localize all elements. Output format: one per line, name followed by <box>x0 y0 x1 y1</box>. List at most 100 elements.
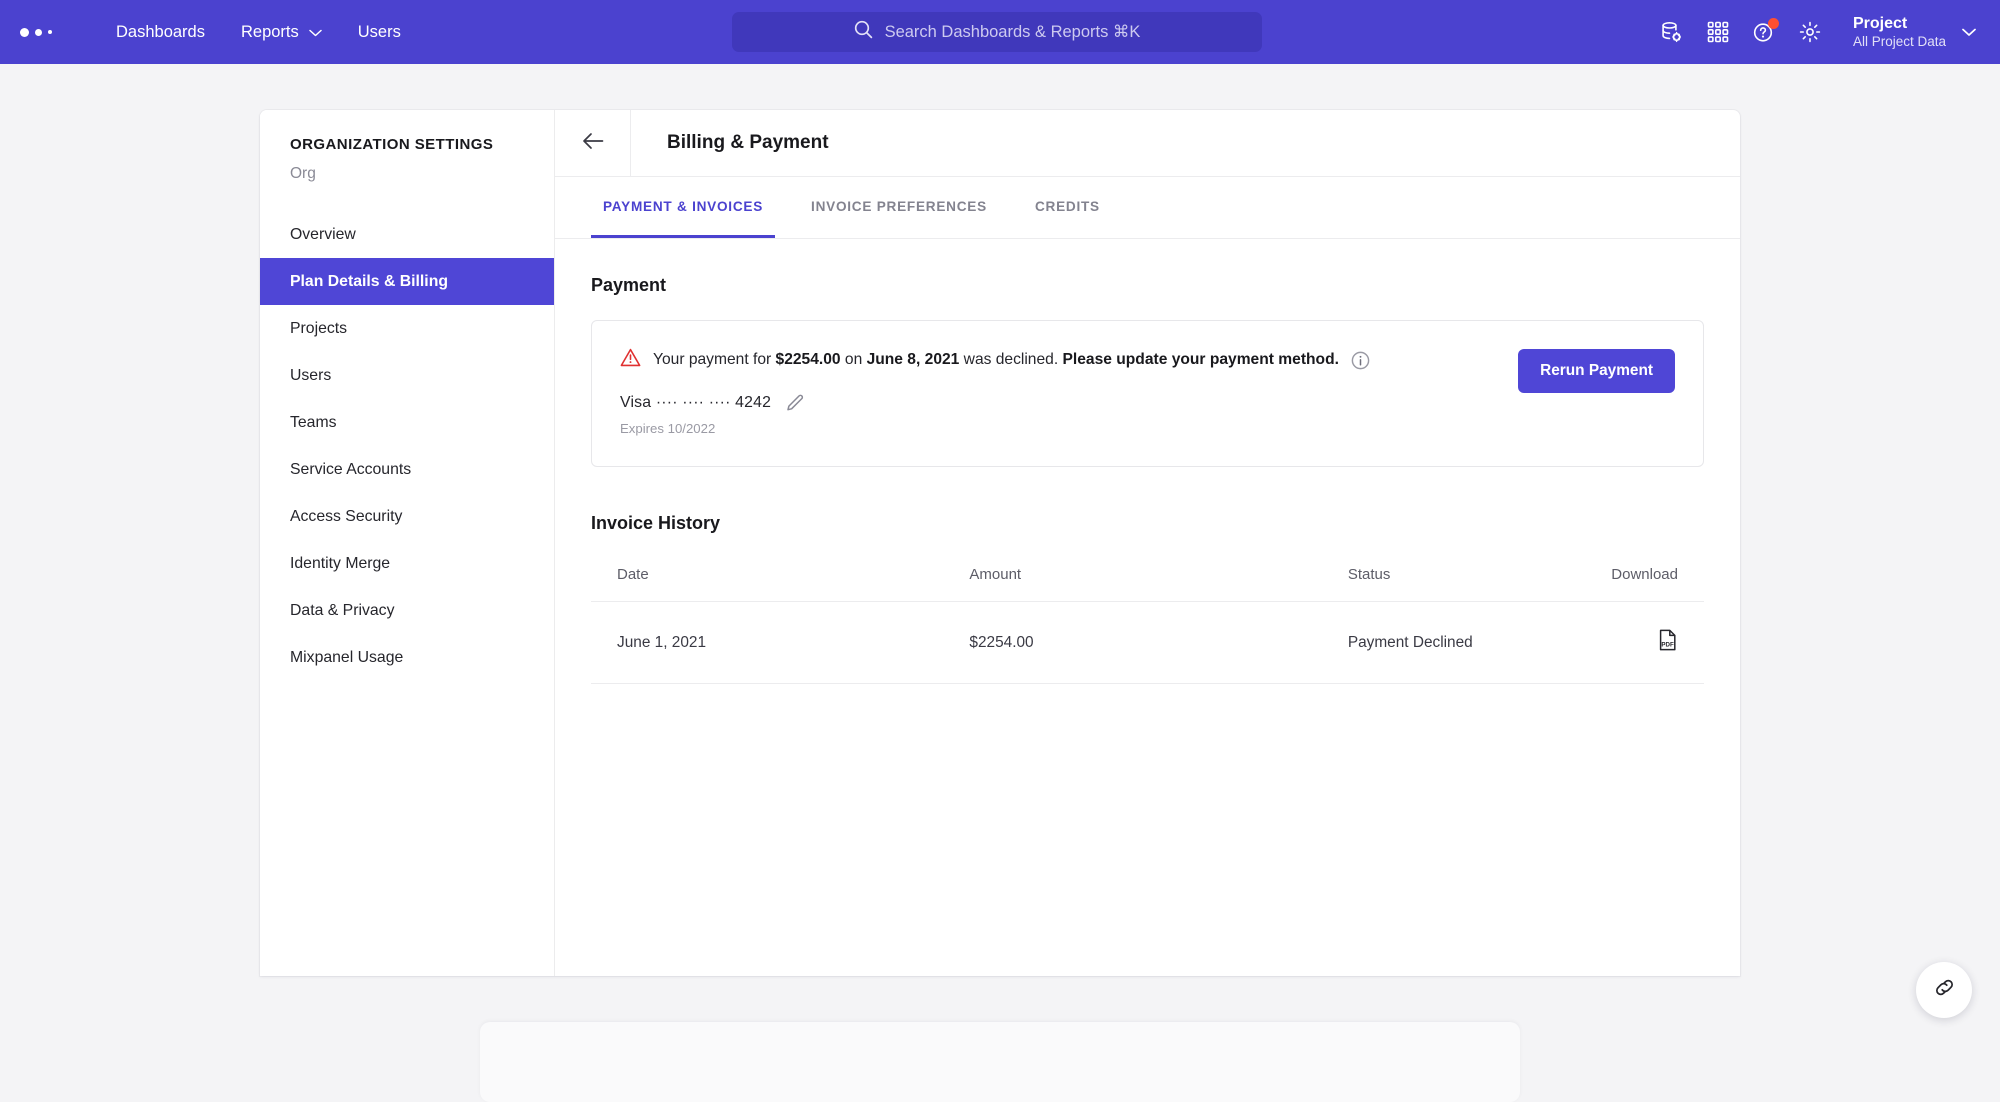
top-navigation-bar: Dashboards Reports Users Search Dashboar… <box>0 0 2000 64</box>
sidebar-item-projects[interactable]: Projects <box>260 305 554 352</box>
card-brand-and-number: Visa ···· ···· ···· 4242 <box>620 394 771 412</box>
project-selector[interactable]: Project All Project Data <box>1847 10 1978 55</box>
sidebar-item-access-security[interactable]: Access Security <box>260 493 554 540</box>
cell-date: June 1, 2021 <box>591 602 969 684</box>
alert-amount: $2254.00 <box>776 351 841 368</box>
organization-settings-sidebar: ORGANIZATION SETTINGS Org Overview Plan … <box>260 110 555 976</box>
logo-dot-large <box>20 28 29 37</box>
arrow-left-icon <box>582 132 604 155</box>
sidebar-subtitle: Org <box>260 165 554 183</box>
payment-declined-alert: Your payment for $2254.00 on June 8, 202… <box>620 347 1370 373</box>
page-title: Billing & Payment <box>667 132 829 154</box>
table-row[interactable]: June 1, 2021 $2254.00 Payment Declined P… <box>591 602 1704 684</box>
rerun-payment-button[interactable]: Rerun Payment <box>1518 349 1675 393</box>
tab-label: CREDITS <box>1035 199 1100 214</box>
sidebar-item-label: Mixpanel Usage <box>290 649 403 667</box>
saved-card-row: Visa ···· ···· ···· 4242 <box>620 393 1370 413</box>
primary-nav-links: Dashboards Reports Users <box>98 15 419 50</box>
nav-link-reports-label: Reports <box>241 23 299 42</box>
warning-triangle-icon <box>620 347 641 373</box>
logo-dot-medium <box>35 29 42 36</box>
settings-content: Billing & Payment PAYMENT & INVOICES INV… <box>555 110 1740 976</box>
sidebar-item-service-accounts[interactable]: Service Accounts <box>260 446 554 493</box>
project-name: Project <box>1853 14 1946 34</box>
sidebar-item-overview[interactable]: Overview <box>260 211 554 258</box>
invoice-table-body: June 1, 2021 $2254.00 Payment Declined P… <box>591 602 1704 684</box>
sidebar-nav-list: Overview Plan Details & Billing Projects… <box>260 211 554 681</box>
sidebar-item-label: Plan Details & Billing <box>290 273 448 291</box>
alert-text-post: was declined. <box>959 351 1062 368</box>
sidebar-item-label: Identity Merge <box>290 555 390 573</box>
link-chain-icon <box>1933 976 1956 1004</box>
sidebar-item-label: Teams <box>290 414 337 432</box>
cell-amount: $2254.00 <box>969 602 1347 684</box>
search-input[interactable]: Search Dashboards & Reports ⌘K <box>732 12 1262 52</box>
payment-section-title: Payment <box>591 275 1704 296</box>
apps-grid-icon[interactable] <box>1695 9 1741 55</box>
alert-date: June 8, 2021 <box>867 351 960 368</box>
nav-link-dashboards[interactable]: Dashboards <box>98 15 223 50</box>
column-header-date: Date <box>591 556 969 602</box>
sidebar-item-label: Overview <box>290 226 356 244</box>
nav-link-reports[interactable]: Reports <box>223 15 340 50</box>
info-circle-icon[interactable] <box>1351 351 1370 370</box>
invoice-table-header-row: Date Amount Status Download <box>591 556 1704 602</box>
link-chain-icon-button[interactable] <box>1916 962 1972 1018</box>
sidebar-item-label: Users <box>290 367 331 385</box>
pdf-file-icon[interactable]: PDF <box>1657 629 1678 651</box>
sidebar-item-label: Projects <box>290 320 347 338</box>
card-last4: 4242 <box>735 394 771 411</box>
nav-link-users-label: Users <box>358 23 401 42</box>
column-header-status: Status <box>1348 556 1593 602</box>
logo-dot-small <box>48 30 52 34</box>
sidebar-item-users[interactable]: Users <box>260 352 554 399</box>
project-subtitle: All Project Data <box>1853 34 1946 51</box>
project-selector-texts: Project All Project Data <box>1853 14 1946 51</box>
sidebar-item-label: Service Accounts <box>290 461 411 479</box>
content-body: Payment Your payment for $2254.00 on Jun… <box>555 239 1740 684</box>
sidebar-item-plan-details-billing[interactable]: Plan Details & Billing <box>260 258 554 305</box>
back-button[interactable] <box>555 110 631 176</box>
help-circle-icon[interactable] <box>1741 9 1787 55</box>
alert-text-mid: on <box>841 351 867 368</box>
card-mask: ···· ···· ···· <box>656 394 731 411</box>
tab-payment-invoices[interactable]: PAYMENT & INVOICES <box>591 177 775 238</box>
pencil-icon[interactable] <box>785 393 805 413</box>
column-header-download: Download <box>1593 556 1704 602</box>
database-settings-icon[interactable] <box>1649 9 1695 55</box>
settings-panel: ORGANIZATION SETTINGS Org Overview Plan … <box>260 110 1740 976</box>
alert-cta-text: Please update your payment method. <box>1063 351 1339 368</box>
alert-text-prefix: Your payment for <box>653 351 776 368</box>
tab-credits[interactable]: CREDITS <box>1023 177 1112 238</box>
tab-label: INVOICE PREFERENCES <box>811 199 987 214</box>
tab-invoice-preferences[interactable]: INVOICE PREFERENCES <box>799 177 999 238</box>
content-tabs: PAYMENT & INVOICES INVOICE PREFERENCES C… <box>555 177 1740 239</box>
payment-card-details: Your payment for $2254.00 on June 8, 202… <box>620 347 1370 436</box>
sidebar-item-mixpanel-usage[interactable]: Mixpanel Usage <box>260 634 554 681</box>
sidebar-item-data-privacy[interactable]: Data & Privacy <box>260 587 554 634</box>
payment-declined-card: Your payment for $2254.00 on June 8, 202… <box>591 320 1704 467</box>
invoice-history-table: Date Amount Status Download June 1, 2021… <box>591 556 1704 684</box>
sidebar-item-teams[interactable]: Teams <box>260 399 554 446</box>
mixpanel-logo[interactable] <box>20 22 66 42</box>
sidebar-item-label: Access Security <box>290 508 402 526</box>
nav-link-dashboards-label: Dashboards <box>116 23 205 42</box>
background-panel-edge <box>480 1022 1520 1102</box>
search-icon <box>854 20 873 44</box>
column-header-amount: Amount <box>969 556 1347 602</box>
invoice-table-head: Date Amount Status Download <box>591 556 1704 602</box>
sidebar-item-identity-merge[interactable]: Identity Merge <box>260 540 554 587</box>
gear-icon[interactable] <box>1787 9 1833 55</box>
payment-declined-message: Your payment for $2254.00 on June 8, 202… <box>653 349 1339 371</box>
svg-text:PDF: PDF <box>1661 641 1674 648</box>
tab-label: PAYMENT & INVOICES <box>603 199 763 214</box>
sidebar-title: ORGANIZATION SETTINGS <box>260 136 554 153</box>
nav-link-users[interactable]: Users <box>340 15 419 50</box>
search-placeholder: Search Dashboards & Reports ⌘K <box>885 22 1141 42</box>
global-search[interactable]: Search Dashboards & Reports ⌘K <box>732 12 1262 52</box>
cell-status: Payment Declined <box>1348 602 1593 684</box>
content-header: Billing & Payment <box>555 110 1740 177</box>
invoice-history-title: Invoice History <box>591 513 1704 534</box>
chevron-down-icon <box>1962 28 1976 37</box>
chevron-down-icon <box>309 23 322 42</box>
